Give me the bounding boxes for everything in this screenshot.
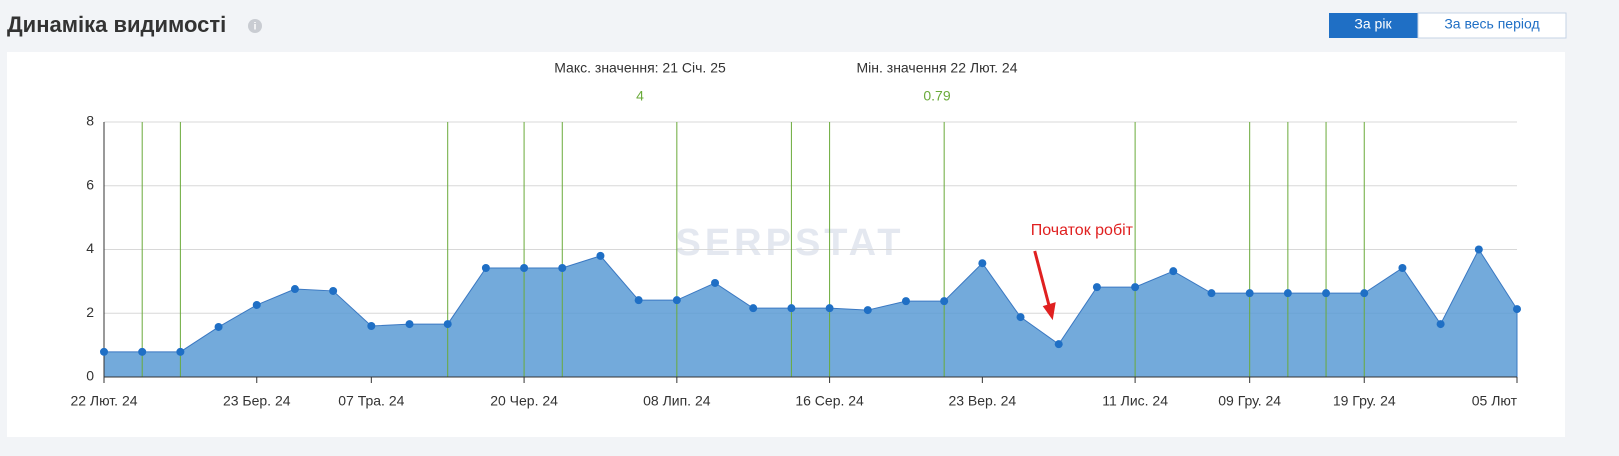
point: [176, 347, 185, 356]
point: [1131, 283, 1140, 292]
point: [596, 251, 605, 260]
x-tick-label: 23 Вер. 24: [948, 393, 1016, 409]
x-tick-label: 07 Тра. 24: [338, 393, 404, 409]
point: [290, 285, 299, 294]
point: [672, 296, 681, 305]
point: [749, 304, 758, 313]
point: [1092, 283, 1101, 292]
point: [940, 297, 949, 306]
point: [100, 347, 108, 356]
point: [1322, 289, 1331, 298]
point: [711, 278, 720, 287]
y-tick-label: 0: [86, 368, 94, 384]
x-tick-label: 23 Бер. 24: [223, 393, 291, 409]
point: [1436, 320, 1445, 329]
point: [1245, 289, 1254, 298]
point: [1054, 340, 1063, 349]
max-label: Макс. значення: 21 Січ. 25: [554, 60, 726, 76]
annotation: Початок робіт: [1031, 222, 1134, 239]
annotation-arrowhead: [1042, 302, 1056, 321]
point: [1474, 245, 1483, 254]
info-icon-glyph: i: [254, 22, 257, 33]
x-tick-label: 22 Лют. 24: [70, 393, 137, 409]
point: [558, 263, 567, 272]
button-all[interactable]: [1417, 12, 1567, 39]
watermark: SERPSTAT: [675, 222, 904, 264]
min-value: 0.79: [923, 88, 950, 104]
title: Динаміка видимості: [7, 12, 226, 37]
point: [787, 304, 796, 313]
x-tick-label: 05 Лют: [1472, 393, 1518, 409]
point: [405, 320, 414, 329]
x-tick-label: 16 Сер. 24: [795, 393, 864, 409]
button-label: За рік: [1354, 16, 1392, 32]
x-tick-label: 11 Лис. 24: [1102, 393, 1168, 409]
annotation-arrow: [1033, 250, 1052, 309]
x-tick-label: 08 Лип. 24: [643, 393, 711, 409]
point: [138, 347, 147, 356]
x-tick-label: 20 Чер. 24: [490, 393, 558, 409]
info-icon[interactable]: [248, 19, 262, 33]
point: [1398, 263, 1407, 272]
button-year[interactable]: [1329, 13, 1418, 38]
point: [863, 306, 872, 315]
y-tick-label: 8: [86, 113, 94, 129]
point: [367, 322, 376, 330]
point: [329, 286, 338, 295]
point: [1016, 313, 1025, 322]
point: [520, 263, 529, 272]
point: [214, 322, 223, 331]
point: [1513, 305, 1521, 314]
min-label: Мін. значення 22 Лют. 24: [857, 60, 1018, 76]
point: [1360, 289, 1369, 298]
x-tick-label: 19 Гру. 24: [1333, 393, 1396, 409]
point: [252, 300, 261, 309]
y-tick-label: 6: [86, 176, 94, 192]
point: [978, 259, 987, 268]
button-label: За весь період: [1444, 16, 1539, 32]
point: [825, 304, 834, 313]
point: [481, 263, 490, 272]
point: [1207, 289, 1216, 298]
x-tick-label: 09 Гру. 24: [1218, 393, 1281, 409]
point: [1283, 289, 1292, 298]
max-value: 4: [636, 88, 644, 104]
y-tick-label: 2: [86, 304, 94, 320]
y-tick-label: 4: [86, 240, 94, 256]
point: [901, 297, 910, 306]
point: [443, 320, 452, 329]
point: [634, 296, 643, 305]
point: [1169, 267, 1178, 276]
